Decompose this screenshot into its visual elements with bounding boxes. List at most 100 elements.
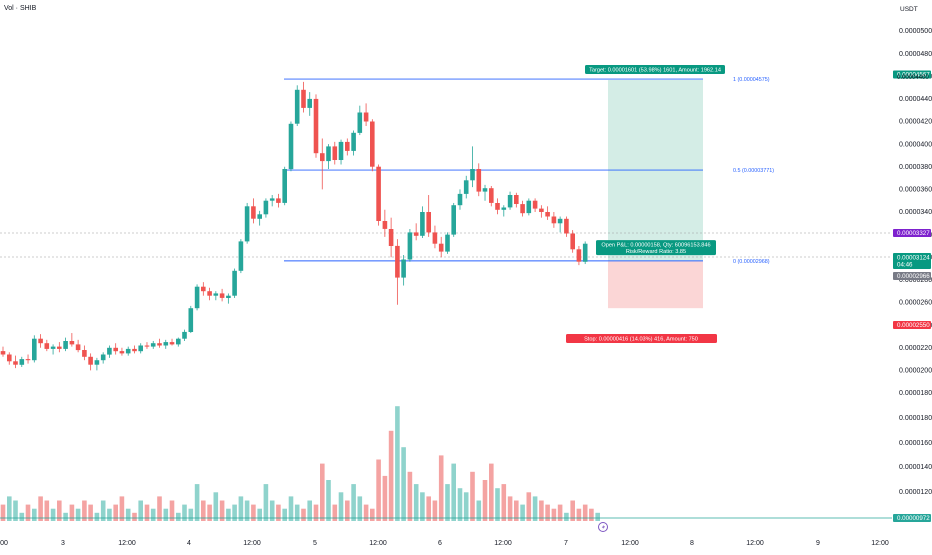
candle [88, 353, 93, 371]
candle-body [57, 346, 62, 349]
candle [94, 357, 100, 371]
volume-bar [88, 504, 93, 521]
stop-label: Stop: 0.00000416 (14.03%) 416, Amount: 7… [584, 337, 698, 343]
candle-body [576, 249, 582, 262]
candle [382, 209, 388, 237]
price-axis[interactable]: 0.000050000.000048000.000046000.00004400… [893, 28, 932, 522]
candle [75, 339, 81, 353]
candle-body [407, 232, 413, 260]
volume-bar [150, 508, 156, 521]
candle-body [50, 346, 56, 349]
volume-bar [432, 500, 438, 521]
volume-bar [564, 512, 569, 521]
candle [57, 342, 62, 353]
candle-body [188, 308, 194, 332]
candle-body [7, 354, 12, 362]
time-tick-label: 4 [187, 540, 191, 547]
crosshair-badge [893, 229, 931, 237]
volume-bar [457, 488, 463, 521]
volume-bar [100, 500, 106, 521]
candle [7, 352, 12, 365]
volume-bar [182, 504, 187, 521]
candle [338, 139, 344, 165]
candle-body [201, 286, 206, 292]
target-badge [585, 64, 725, 74]
candle [213, 291, 219, 301]
candle-body [539, 208, 544, 212]
candle-body [244, 206, 250, 242]
candle-body [107, 347, 112, 355]
candle [107, 345, 112, 358]
stop-badge [566, 334, 717, 343]
target-price-badge-text: 0.00004567 [897, 72, 930, 79]
volume-bar [157, 496, 162, 521]
candle [407, 228, 413, 262]
candle-body [326, 146, 331, 162]
volume-bar [570, 500, 575, 521]
volume-bar [219, 500, 225, 521]
replay-icon[interactable] [598, 522, 608, 532]
volume-bar [13, 500, 18, 521]
candle [257, 210, 262, 226]
volume-bar [539, 500, 544, 521]
volume-bar [351, 484, 356, 521]
candle [526, 198, 532, 216]
candle-body [526, 200, 532, 214]
time-tick-label: 7 [564, 540, 568, 547]
volume-bar [438, 455, 444, 521]
candle-body [269, 198, 275, 201]
candle-body [44, 343, 50, 349]
currency-label: USDT [900, 6, 918, 13]
volume-bar [476, 500, 482, 521]
candle [564, 216, 569, 237]
volume-bar [345, 500, 350, 521]
candle [501, 205, 507, 217]
candle [357, 105, 363, 136]
candle [132, 345, 137, 354]
volume-bar [63, 512, 68, 521]
chart-title: Vol · SHIB [4, 5, 37, 12]
profit-zone [608, 79, 703, 262]
candle [438, 236, 444, 258]
candle [182, 329, 187, 341]
volume-bar [263, 484, 269, 521]
volume-bar [514, 500, 519, 521]
time-tick-label: 12:00 [621, 540, 639, 547]
candle-body [507, 195, 513, 208]
candle [388, 217, 394, 258]
volume-bar [207, 504, 212, 521]
volume-bar [132, 512, 137, 521]
fib-levels[interactable]: 1 (0.00004575) 0.5 (0.00003771) 0 (0.00002… [0, 77, 892, 265]
candle [25, 354, 31, 364]
candle [238, 239, 244, 274]
candle [420, 206, 425, 239]
volume-bar [38, 496, 43, 521]
time-axis[interactable]: :00 3 12:00 4 12:00 5 12:00 6 12:00 7 12:00 8 12:00 9… [0, 540, 889, 547]
candle [82, 345, 87, 361]
volume-bar [445, 484, 450, 521]
volume-bar [276, 504, 281, 521]
candle-body [276, 198, 281, 203]
pnl-badge [596, 240, 716, 256]
candle-body [413, 232, 419, 236]
candle [301, 81, 306, 113]
volume-bar [320, 463, 325, 521]
position-tool[interactable]: Target: 0.00001601 (53.98%) 1601, Amount… [566, 64, 725, 343]
volume-bar [82, 500, 87, 521]
candle [263, 198, 269, 218]
candle-body [432, 232, 438, 244]
candle [401, 254, 406, 286]
candle-body [388, 229, 394, 246]
candle-body [376, 166, 381, 221]
volume-bar [407, 471, 413, 521]
crosshair-badge-text: 0.00003327 [897, 230, 930, 237]
candle-body [294, 89, 300, 124]
volume-bar [557, 504, 563, 521]
time-tick-label: 6 [438, 540, 442, 547]
volume-bar [307, 500, 312, 521]
